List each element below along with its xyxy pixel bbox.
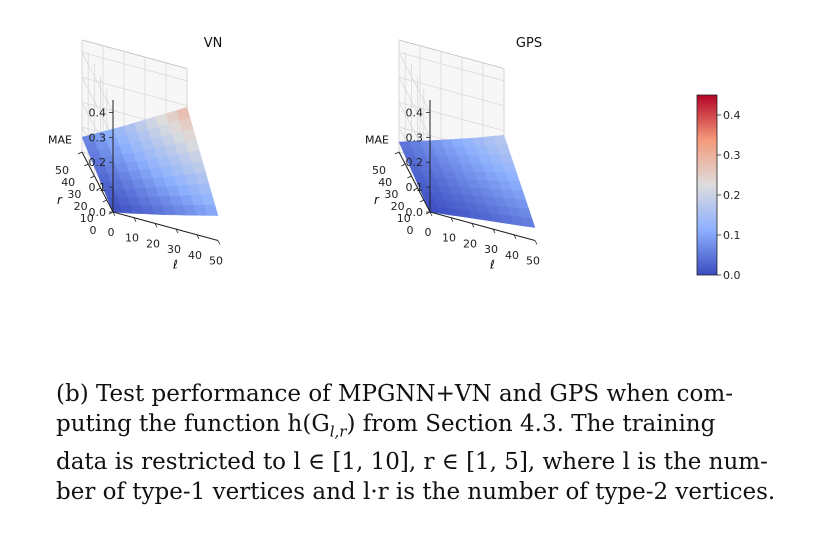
x-tick-mark — [429, 211, 433, 217]
y-tick-label: 0 — [90, 224, 97, 237]
x-tick-mark — [534, 240, 538, 245]
y-axis-line — [398, 151, 431, 213]
x-tick-label: 40 — [188, 249, 202, 262]
x-axis-line — [112, 211, 219, 241]
colorbar-gradient — [696, 94, 718, 276]
caption-line-2a: puting the function h(G — [56, 411, 330, 437]
z-tick-label: 0.2 — [406, 156, 424, 169]
x-tick-label: 20 — [463, 237, 477, 250]
grid-line — [398, 51, 505, 113]
y-tick-label: 10 — [80, 212, 94, 225]
z-axis-label: MAE — [365, 133, 389, 146]
z-tick-label: 0.0 — [89, 206, 107, 219]
y-tick-mark — [96, 187, 101, 191]
x-tick-mark — [217, 240, 221, 245]
colorbar-tick-label: 0.2 — [723, 189, 741, 202]
z-tick-label: 0.3 — [89, 131, 107, 144]
surface-plot-vn: 0 10 20 30 40 50010203040500.00.10.20.30.4ℓrM… — [48, 36, 223, 271]
grid-line — [398, 76, 505, 138]
x-tick-mark — [513, 234, 517, 239]
z-tick-label: 0.2 — [89, 156, 107, 169]
y-tick-mark — [419, 199, 424, 203]
surface-facet — [521, 216, 536, 228]
z-tick-label: 0.3 — [406, 131, 424, 144]
y-tick-mark — [77, 151, 83, 155]
caption-line-4: ber of type-1 vertices and l·r is the nu… — [56, 478, 776, 505]
x-tick-mark — [471, 223, 475, 228]
subplot-title: VN — [204, 36, 223, 51]
y-axis-line — [81, 151, 114, 213]
y-tick-mark — [407, 175, 412, 179]
y-tick-label: 30 — [67, 188, 81, 201]
x-axis-line — [429, 211, 536, 241]
y-tick-mark — [84, 163, 89, 167]
y-tick-label: 20 — [74, 200, 88, 213]
x-tick-label: 40 — [505, 249, 519, 262]
y-tick-label: 50 — [55, 164, 69, 177]
x-tick-mark — [112, 211, 116, 217]
grid-line — [81, 51, 188, 113]
colorbar-tick-label: 0.1 — [723, 229, 741, 242]
x-tick-label: 0 — [425, 226, 432, 239]
caption-line-2: puting the function h(Gl,r) from Section… — [56, 409, 776, 447]
z-tick-label: 0.0 — [406, 206, 424, 219]
caption-line-3: data is restricted to l ∈ [1, 10], r ∈ [… — [56, 448, 768, 475]
x-tick-label: 0 — [108, 226, 115, 239]
caption-line-1: (b) Test performance of MPGNN+VN and GPS… — [56, 381, 733, 407]
x-tick-mark — [450, 217, 454, 222]
x-axis-label: ℓ — [489, 257, 495, 271]
colorbar-tick-label: 0.0 — [723, 269, 741, 282]
x-tick-label: 20 — [146, 237, 160, 250]
colorbar: 0.0 0.1 0.2 0.3 0.4 — [696, 94, 741, 282]
grid-line — [81, 76, 188, 138]
y-tick-label: 0 — [407, 224, 414, 237]
subplot-title: GPS — [516, 36, 542, 51]
x-tick-label: 50 — [526, 255, 540, 268]
surface-plot-gps: 0 10 20 30 40 50010203040500.00.10.20.30.4ℓrM… — [365, 36, 542, 271]
y-tick-mark — [90, 175, 95, 179]
caption-line-2b: ) from Section 4.3. The training — [346, 411, 716, 437]
x-tick-label: 30 — [484, 243, 498, 256]
z-tick-label: 0.4 — [406, 106, 424, 119]
x-tick-mark — [133, 217, 137, 222]
x-tick-label: 10 — [125, 232, 139, 245]
y-tick-label: 40 — [378, 176, 392, 189]
x-tick-mark — [154, 223, 158, 228]
x-tick-mark — [196, 234, 200, 239]
x-tick-label: 50 — [209, 255, 223, 268]
y-tick-label: 30 — [384, 188, 398, 201]
z-tick-label: 0.1 — [406, 181, 424, 194]
x-tick-mark — [492, 228, 496, 234]
y-tick-label: 10 — [397, 212, 411, 225]
y-tick-label: 50 — [372, 164, 386, 177]
caption-subscript: l,r — [329, 422, 347, 441]
figure-caption: (b) Test performance of MPGNN+VN and GPS… — [56, 379, 776, 507]
colorbar-tick-label: 0.3 — [723, 149, 741, 162]
y-axis-label: r — [374, 193, 380, 207]
y-tick-mark — [413, 187, 418, 191]
colorbar-tick-label: 0.4 — [723, 109, 741, 122]
x-axis-label: ℓ — [172, 257, 178, 271]
z-tick-label: 0.1 — [89, 181, 107, 194]
y-tick-label: 20 — [391, 200, 405, 213]
x-tick-label: 30 — [167, 243, 181, 256]
surface-facet — [204, 204, 219, 216]
z-axis-label: MAE — [48, 133, 72, 146]
y-axis-label: r — [57, 193, 63, 207]
x-tick-label: 10 — [442, 232, 456, 245]
y-tick-mark — [102, 199, 107, 203]
x-tick-mark — [175, 228, 179, 234]
z-tick-label: 0.4 — [89, 106, 107, 119]
y-tick-mark — [401, 163, 406, 167]
figure-canvas: 0 10 20 30 40 50010203040500.00.10.20.30.4ℓrM… — [48, 36, 741, 282]
y-tick-label: 40 — [61, 176, 75, 189]
y-tick-mark — [394, 151, 400, 155]
